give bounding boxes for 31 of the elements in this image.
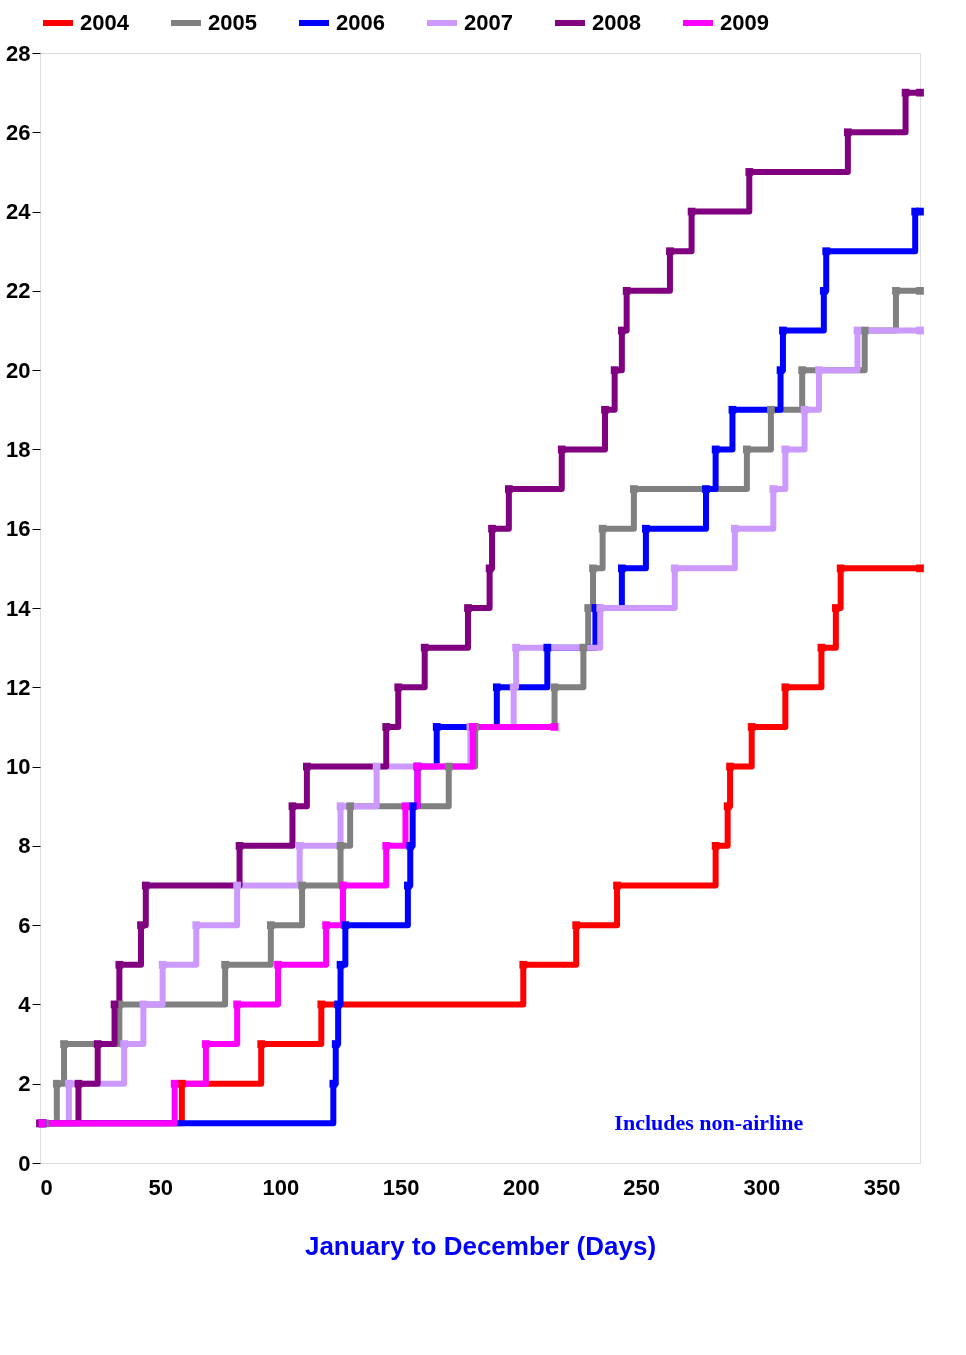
x-tick-label: 250 — [623, 1174, 660, 1200]
y-tick-label: 16 — [6, 516, 31, 542]
annotation: Includes non-airline — [614, 1110, 804, 1135]
y-tick-label: 10 — [6, 754, 31, 780]
legend-label: 2008 — [592, 10, 641, 35]
legend-label: 2009 — [720, 10, 769, 35]
legend-label: 2005 — [208, 10, 257, 35]
y-tick-label: 24 — [6, 199, 32, 225]
x-tick-label: 150 — [382, 1174, 420, 1200]
y-tick-label: 26 — [6, 119, 31, 145]
y-tick-label: 12 — [6, 674, 31, 700]
y-tick-label: 20 — [6, 357, 31, 383]
legend-label: 2004 — [80, 10, 130, 35]
y-tick-label: 18 — [6, 436, 31, 462]
y-tick-label: 4 — [18, 991, 32, 1017]
y-tick-label: 6 — [18, 912, 31, 938]
y-tick-label: 2 — [18, 1071, 31, 1097]
x-tick-label: 100 — [262, 1174, 300, 1200]
legend-label: 2006 — [336, 10, 385, 35]
x-tick-label: 0 — [40, 1174, 53, 1200]
x-tick-label: 50 — [148, 1174, 173, 1200]
y-tick-label: 28 — [6, 40, 31, 66]
y-tick-label: 8 — [18, 833, 31, 859]
y-tick-label: 14 — [6, 595, 32, 621]
x-tick-label: 350 — [863, 1174, 901, 1200]
y-tick-label: 0 — [18, 1150, 31, 1176]
x-tick-label: 300 — [743, 1174, 781, 1200]
x-tick-label: 200 — [503, 1174, 540, 1200]
x-axis-title: January to December (Days) — [304, 1230, 657, 1261]
y-tick-label: 22 — [6, 278, 31, 304]
legend-label: 2007 — [464, 10, 513, 35]
